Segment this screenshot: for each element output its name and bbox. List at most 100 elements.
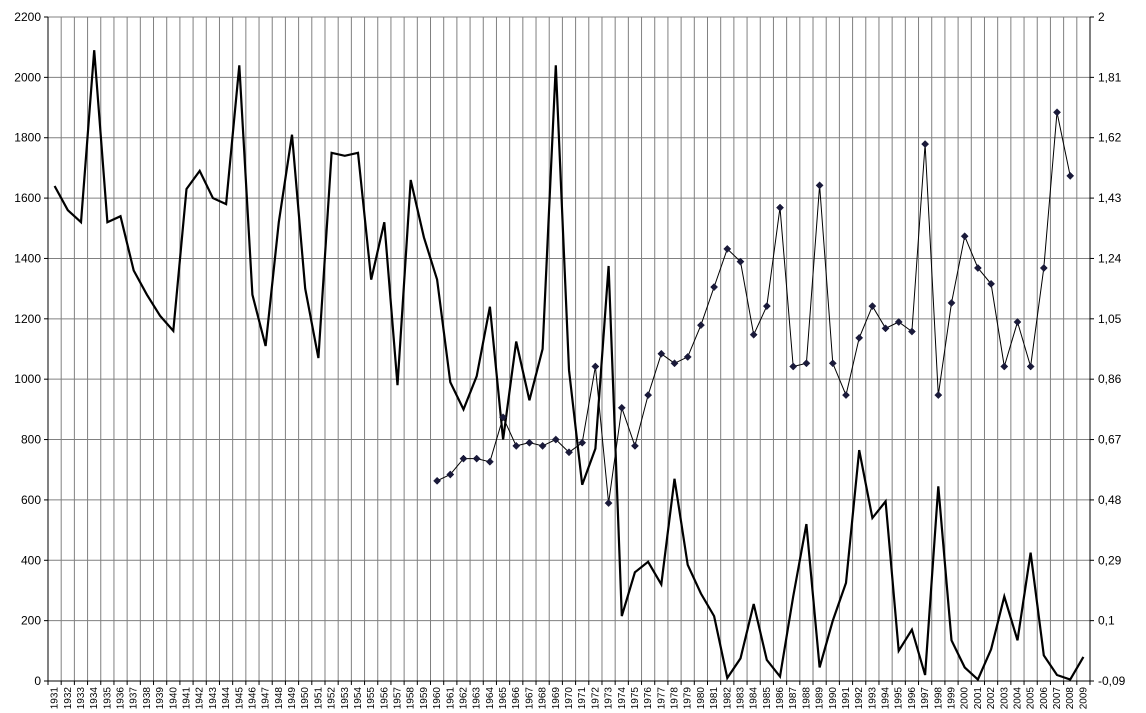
data-point-marker: [604, 499, 613, 508]
tick-labels: 0200400600800100012001400160018002000220…: [14, 10, 1125, 709]
x-tick-label: 1999: [947, 687, 958, 710]
data-point-marker: [551, 435, 560, 444]
x-tick-label: 1957: [393, 687, 404, 710]
data-point-marker: [512, 441, 521, 450]
data-point-marker: [670, 359, 679, 368]
x-tick-label: 2001: [973, 687, 984, 710]
x-tick-label: 1988: [801, 687, 812, 710]
x-tick-label: 2004: [1012, 687, 1023, 710]
series-line-1: [53, 50, 1085, 682]
data-point-marker: [1053, 108, 1061, 117]
x-tick-label: 1939: [155, 687, 166, 710]
x-tick-label: 1969: [551, 687, 562, 710]
left-tick-label: 800: [21, 433, 41, 447]
x-tick-label: 1970: [564, 687, 575, 710]
data-point-marker: [630, 441, 639, 450]
data-point-marker: [828, 359, 837, 368]
data-point-marker: [1000, 362, 1009, 371]
data-point-marker: [591, 362, 600, 371]
x-tick-label: 1940: [168, 687, 179, 710]
x-tick-label: 1972: [590, 687, 601, 710]
x-tick-label: 1956: [379, 687, 390, 710]
x-tick-label: 1965: [498, 687, 509, 710]
x-tick-label: 1990: [828, 687, 839, 710]
x-tick-label: 1996: [907, 687, 918, 710]
data-point-marker: [842, 391, 850, 400]
x-tick-label: 1993: [867, 687, 878, 710]
x-tick-label: 1933: [76, 687, 87, 710]
x-tick-label: 1944: [221, 687, 232, 710]
right-tick-label: 2: [1098, 10, 1105, 24]
data-point-marker: [868, 302, 877, 311]
data-point-marker: [749, 330, 758, 339]
x-tick-label: 1966: [511, 687, 522, 710]
x-tick-label: 1962: [458, 687, 469, 710]
x-tick-label: 1991: [841, 687, 852, 710]
x-tick-label: 1960: [432, 687, 443, 710]
x-tick-label: 1994: [881, 687, 892, 710]
left-tick-label: 1400: [14, 251, 41, 265]
x-tick-label: 1981: [709, 687, 720, 710]
data-point-marker: [617, 403, 626, 412]
x-tick-label: 2007: [1052, 687, 1063, 710]
left-tick-label: 1000: [14, 372, 41, 386]
x-tick-label: 1978: [670, 687, 681, 710]
x-tick-label: 1995: [894, 687, 905, 710]
left-tick-label: 2200: [14, 10, 41, 24]
right-tick-label: 1,62: [1098, 131, 1122, 145]
x-tick-label: 1982: [722, 687, 733, 710]
x-tick-label: 1934: [89, 687, 100, 710]
left-tick-label: 1800: [14, 131, 41, 145]
x-tick-label: 1946: [247, 687, 258, 710]
right-tick-label: 1,81: [1098, 70, 1122, 84]
x-tick-label: 1992: [854, 687, 865, 710]
x-tick-label: 1971: [577, 687, 588, 710]
data-point-marker: [855, 333, 864, 342]
x-tick-label: 1986: [775, 687, 786, 710]
data-point-marker: [815, 181, 824, 190]
data-point-marker: [789, 362, 798, 371]
x-tick-label: 1968: [538, 687, 549, 710]
data-point-marker: [446, 470, 455, 479]
x-tick-label: 2005: [1026, 687, 1037, 710]
data-point-marker: [1066, 171, 1075, 180]
x-tick-label: 2003: [999, 687, 1010, 710]
x-tick-label: 1987: [788, 687, 799, 710]
x-tick-label: 1935: [102, 687, 113, 710]
axes: [44, 16, 1094, 685]
x-tick-label: 1936: [116, 687, 127, 710]
data-point-marker: [538, 441, 547, 450]
data-point-marker: [472, 454, 481, 463]
x-tick-label: 1959: [419, 687, 430, 710]
x-tick-label: 1997: [920, 687, 931, 710]
data-point-marker: [723, 244, 732, 253]
x-tick-label: 1975: [630, 687, 641, 710]
data-point-marker: [960, 232, 969, 241]
series-markers: [433, 108, 1075, 508]
x-tick-label: 1983: [735, 687, 746, 710]
x-tick-label: 1953: [340, 687, 351, 710]
data-point-marker: [934, 391, 943, 400]
x-tick-label: 1955: [366, 687, 377, 710]
x-tick-label: 1950: [300, 687, 311, 710]
x-tick-label: 1942: [195, 687, 206, 710]
data-point-marker: [921, 140, 930, 149]
left-tick-label: 200: [21, 614, 41, 628]
right-tick-label: 1,43: [1098, 191, 1122, 205]
grid-lines: [47, 16, 1091, 682]
data-point-marker: [973, 264, 982, 272]
data-point-marker: [696, 321, 705, 330]
right-tick-label: 1,24: [1098, 251, 1122, 265]
data-point-marker: [907, 327, 916, 336]
x-tick-label: 2008: [1065, 687, 1076, 710]
data-point-marker: [485, 457, 494, 466]
right-tick-label: 1,05: [1098, 312, 1122, 326]
data-point-marker: [657, 349, 666, 358]
x-tick-label: 1977: [656, 687, 667, 710]
data-point-marker: [710, 283, 719, 292]
data-point-marker: [565, 448, 573, 457]
data-point-marker: [578, 438, 587, 447]
x-tick-label: 1961: [445, 687, 456, 710]
left-tick-label: 1200: [14, 312, 41, 326]
x-tick-label: 1979: [683, 687, 694, 710]
